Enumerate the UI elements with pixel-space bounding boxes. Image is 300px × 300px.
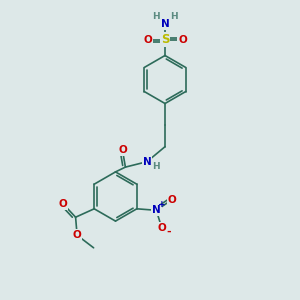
Text: O: O xyxy=(178,35,187,45)
Text: N: N xyxy=(142,157,152,167)
Text: O: O xyxy=(118,145,127,155)
Text: O: O xyxy=(143,35,152,45)
Text: N: N xyxy=(152,205,161,215)
Text: +: + xyxy=(158,200,166,209)
Text: H: H xyxy=(152,162,160,171)
Text: O: O xyxy=(167,195,176,205)
Text: S: S xyxy=(161,33,169,46)
Text: O: O xyxy=(157,223,166,233)
Text: O: O xyxy=(73,230,82,240)
Text: O: O xyxy=(58,199,68,209)
Text: H: H xyxy=(170,12,178,21)
Text: -: - xyxy=(166,226,171,236)
Text: H: H xyxy=(152,12,160,21)
Text: N: N xyxy=(160,19,169,29)
